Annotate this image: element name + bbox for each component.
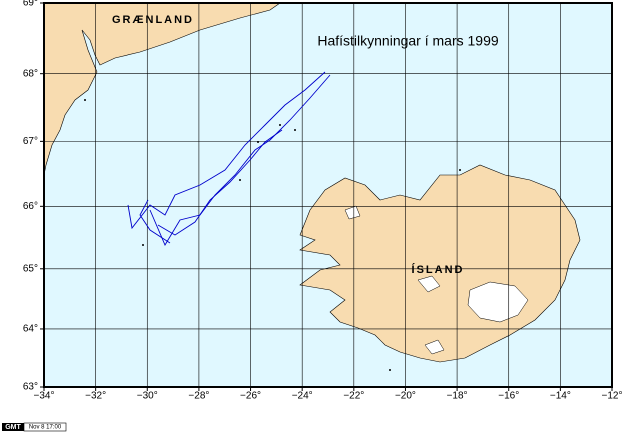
obs-dot: [279, 124, 281, 126]
y-tick-label: 63°: [23, 382, 38, 393]
frame: [43, 2, 613, 388]
greenland-label: GRÆNLAND: [112, 14, 194, 26]
y-tick-label: 65°: [23, 263, 38, 274]
x-tick-label: −32°: [85, 391, 106, 402]
ice-line: [157, 129, 283, 236]
x-tick-label: −22°: [343, 391, 364, 402]
x-tick-label: −16°: [498, 391, 519, 402]
obs-dot: [84, 99, 86, 101]
logo-stamp: Nov 8 17:00: [29, 425, 62, 431]
obs-dot: [294, 129, 296, 131]
x-tick-label: −20°: [395, 391, 416, 402]
iceland-label: ÍSLAND: [412, 263, 465, 276]
observations: [84, 99, 461, 371]
ice-line: [127, 71, 326, 230]
glaciers: [344, 205, 529, 355]
glacier: [344, 205, 361, 220]
x-tick-label: −18°: [447, 391, 468, 402]
logo: GMT: [5, 424, 21, 431]
obs-dot: [142, 244, 144, 246]
y-tick-label: 66°: [23, 201, 38, 212]
obs-dot: [239, 179, 241, 181]
x-tick-label: −12°: [602, 391, 623, 402]
stamp-box: [23, 422, 67, 432]
x-tick-label: −14°: [550, 391, 571, 402]
ice-line: [149, 74, 331, 246]
x-tick-label: −24°: [292, 391, 313, 402]
glacier: [417, 275, 441, 293]
x-tick-label: −30°: [137, 391, 158, 402]
ice-edge: [127, 71, 331, 246]
y-tick-label: 67°: [23, 136, 38, 147]
y-tick-label: 68°: [23, 68, 38, 79]
title: Hafístilkynningar í mars 1999: [317, 33, 499, 49]
x-tick-label: −34°: [34, 391, 55, 402]
glacier: [467, 281, 529, 323]
ice-line: [139, 199, 171, 244]
obs-dot: [459, 169, 461, 171]
y-tick-label: 64°: [23, 324, 38, 335]
obs-dot: [257, 141, 259, 143]
x-tick-label: −26°: [240, 391, 261, 402]
y-tick-label: 69°: [23, 0, 38, 9]
glacier: [424, 339, 445, 355]
obs-dot: [389, 369, 391, 371]
greenland-land: [43, 2, 281, 176]
logo-box: [2, 423, 24, 431]
x-tick-label: −28°: [188, 391, 209, 402]
